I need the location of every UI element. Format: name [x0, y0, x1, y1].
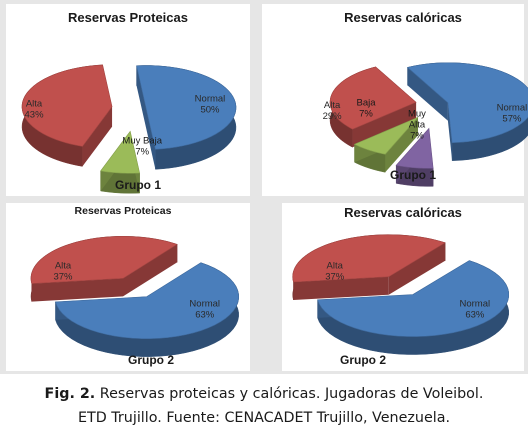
- slice-normal: [317, 260, 510, 355]
- figure-caption: Fig. 2. Reservas proteicas y calóricas. …: [0, 382, 528, 430]
- chart-title: Reservas calóricas: [344, 10, 462, 25]
- chart-title: Reservas calóricas: [344, 205, 462, 220]
- slice-normal: [136, 65, 237, 170]
- caption-text-1: Reservas proteicas y calóricas. Jugadora…: [99, 386, 484, 402]
- slice-label-alta: Alta 43%: [25, 99, 45, 121]
- slice-alta: [329, 66, 417, 148]
- slice-alta: [292, 234, 446, 301]
- figure-grid: Reservas Proteicas Normal 50% Muy Baja 7% Al…: [0, 0, 528, 374]
- slice-label-normal: Normal 63%: [460, 299, 491, 321]
- chart-panel-proteicas-grupo2: Reservas Proteicas Normal 63% Alta 37% Grup…: [6, 203, 250, 371]
- chart-panel-caloricas-grupo2: Reservas calóricas Normal 63% Alta 37% Grup…: [282, 203, 524, 371]
- chart-panel-caloricas-grupo1: Reservas calóricas Normal 57% Muy Alta 7% Baj…: [262, 4, 528, 196]
- slice-muy-alta: [395, 127, 434, 187]
- pie-chart: Normal 63% Alta 37%: [292, 234, 510, 355]
- slice-alta: [30, 236, 178, 302]
- slice-label-normal: Normal 50%: [195, 94, 226, 116]
- caption-prefix: Fig. 2.: [44, 386, 96, 402]
- slice-label-normal: Normal 57%: [497, 103, 528, 125]
- caption-line-1: Fig. 2. Reservas proteicas y calóricas. …: [0, 382, 528, 406]
- group-label: Grupo 2: [339, 353, 386, 367]
- slice-label-normal: Normal 63%: [189, 299, 220, 321]
- group-label: Grupo 1: [114, 178, 161, 192]
- slice-label-muy-baja: Muy Baja 7%: [122, 135, 162, 157]
- slice-normal: [55, 262, 239, 357]
- slice-label-baja: Baja 7%: [357, 97, 377, 119]
- slice-normal: [406, 62, 528, 161]
- chart-panel-proteicas-grupo1: Reservas Proteicas Normal 50% Muy Baja 7% Al…: [6, 4, 250, 196]
- slice-muy-baja: [100, 130, 141, 194]
- chart-title: Reservas Proteicas: [68, 10, 188, 25]
- pie-chart: Normal 57% Muy Alta 7% Baja 7% Alta 29%: [323, 62, 528, 187]
- slice-label-alta: Alta 29%: [323, 100, 343, 122]
- slice-label-muy-alta: Muy Alta 7%: [408, 108, 426, 141]
- group-label: Grupo 1: [389, 168, 436, 182]
- group-label: Grupo 2: [127, 353, 174, 367]
- slice-label-alta: Alta 37%: [325, 261, 345, 283]
- chart-title: Reservas Proteicas: [74, 205, 172, 217]
- slice-alta: [21, 64, 113, 167]
- slice-baja: [353, 117, 419, 173]
- slice-label-alta: Alta 37%: [53, 260, 73, 282]
- pie-chart: Normal 63% Alta 37%: [30, 236, 239, 357]
- caption-line-2: ETD Trujillo. Fuente: CENACADET Trujillo…: [77, 410, 451, 426]
- pie-chart: Normal 50% Muy Baja 7% Alta 43%: [21, 64, 237, 194]
